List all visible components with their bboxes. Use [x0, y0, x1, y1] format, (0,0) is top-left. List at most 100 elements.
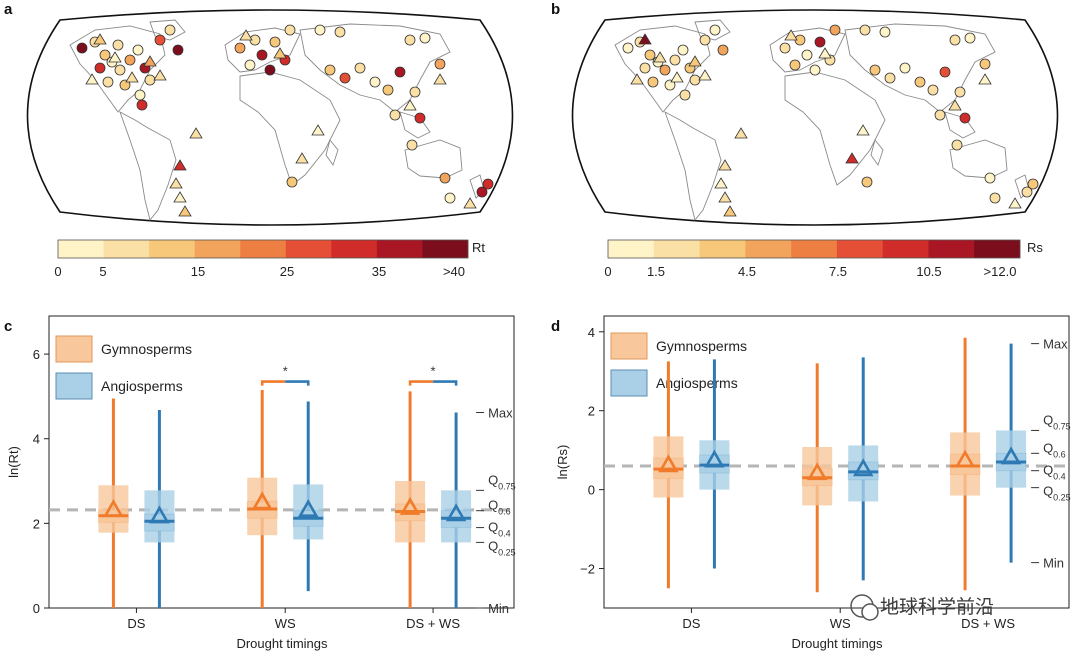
- c-mean-1-0: [149, 505, 170, 524]
- c-sig-star-1: *: [431, 364, 436, 379]
- colorbar-b-swatch-3: [745, 240, 792, 258]
- legend-d: Gymnosperms Angiosperms: [610, 332, 747, 397]
- legend-d-angio-swatch: [610, 369, 648, 397]
- colorbar-a-tick-2: 15: [191, 264, 205, 279]
- ylabel-d: ln(Rs): [555, 445, 570, 480]
- colorbar-b-swatch-7: [928, 240, 975, 258]
- legend-c-angio-swatch: [55, 372, 93, 400]
- colorbar-a-swatch-2: [149, 240, 195, 258]
- boxplot-d: Gymnosperms Angiosperms ln(Rs) Drought t…: [555, 315, 1071, 651]
- c-annot-q25: Q: [488, 538, 498, 553]
- colorbar-b-swatch-2: [699, 240, 746, 258]
- c-sig-bracket-right-1: [433, 380, 458, 386]
- panel-b-letter: b: [551, 1, 560, 18]
- d-annot-q4-sub: 0.4: [1053, 472, 1066, 482]
- legend-d-angio-label: Angiosperms: [656, 375, 738, 391]
- boxplot-c: Gymnosperms Angiosperms ln(Rt) Drought t…: [6, 315, 516, 651]
- c-xtick-label-0: DS: [127, 616, 145, 631]
- panel-c-letter: c: [4, 318, 12, 335]
- c-annot-q75-sub: 0.75: [498, 481, 516, 491]
- colorbar-a-tick-0: 0: [54, 264, 61, 279]
- colorbar-a-swatch-1: [103, 240, 150, 258]
- map-a-sites: [76, 24, 494, 217]
- map-b: [571, 9, 1059, 226]
- colorbar-b-outline: [607, 239, 1021, 259]
- colorbar-b-tick-4: 10.5: [916, 264, 941, 279]
- d-xtick-label-0: DS: [682, 616, 700, 631]
- colorbar-a-swatch-4: [240, 240, 287, 258]
- c-annot-min: Min: [488, 601, 509, 616]
- map-b-sites: [622, 24, 1039, 217]
- c-annot-q25-sub: 0.25: [498, 547, 516, 557]
- colorbar-a-tick-5: >40: [443, 264, 465, 279]
- c-ytick-label-2: 4: [33, 432, 40, 447]
- colorbar-a-swatches: [57, 239, 469, 259]
- colorbar-a-label: Rt: [472, 240, 485, 255]
- d-annot-q6: Q: [1043, 440, 1053, 455]
- d-annot-q25: Q: [1043, 484, 1053, 499]
- colorbar-b: Rs 0 1.5 4.5 7.5 10.5 >12.0: [604, 239, 1043, 279]
- plot-d-frame: [603, 315, 1070, 609]
- colorbar-b-tick-0: 0: [604, 264, 611, 279]
- c-annot-max: Max: [488, 405, 513, 420]
- colorbar-a-tick-1: 5: [99, 264, 106, 279]
- d-mean-0-2: [954, 449, 976, 468]
- d-ytick-label-1: 0: [588, 483, 595, 498]
- d-annot-q25-sub: 0.25: [1053, 493, 1071, 503]
- c-xtick-label-1: WS: [275, 616, 296, 631]
- c-sig-bracket-left-0: [260, 380, 286, 386]
- colorbar-b-tick-2: 4.5: [738, 264, 756, 279]
- d-ytick-label-3: 4: [588, 325, 595, 340]
- ylabel-c: ln(Rt): [6, 446, 21, 478]
- plot-c-frame: [48, 315, 515, 609]
- c-annot-q75: Q: [488, 472, 498, 487]
- d-ytick-label-2: 2: [588, 404, 595, 419]
- colorbar-a-swatch-8: [422, 240, 469, 258]
- c-annot-q6: Q: [488, 498, 498, 513]
- c-sig-bracket-left-1: [408, 380, 434, 386]
- d-xtick-label-1: WS: [830, 616, 851, 631]
- d-annot-q75: Q: [1043, 412, 1053, 427]
- colorbar-a-swatch-5: [285, 240, 332, 258]
- colorbar-b-label: Rs: [1027, 240, 1043, 255]
- legend-c-gymno-swatch: [55, 335, 93, 363]
- colorbar-b-swatch-0: [608, 240, 655, 258]
- legend-c-angio-label: Angiosperms: [101, 378, 183, 394]
- colorbar-a-swatch-7: [376, 240, 423, 258]
- c-mean-0-1: [251, 491, 273, 510]
- d-annot-q75-sub: 0.75: [1053, 421, 1071, 431]
- colorbar-a-tick-4: 35: [372, 264, 386, 279]
- c-annot-q6-sub: 0.6: [498, 507, 511, 517]
- colorbar-a-swatch-0: [58, 240, 104, 258]
- legend-d-gymno-swatch: [610, 332, 648, 360]
- c-annot-q4: Q: [488, 520, 498, 535]
- panel-a-letter: a: [4, 1, 13, 18]
- map-a: [26, 9, 514, 226]
- c-box-outer-0-0: [98, 485, 129, 533]
- c-sig-star-0: *: [283, 364, 288, 379]
- colorbar-b-swatch-6: [882, 240, 929, 258]
- colorbar-b-swatch-4: [791, 240, 838, 258]
- colorbar-b-swatch-5: [836, 240, 883, 258]
- watermark: 地球科学前沿: [850, 594, 994, 621]
- legend-c-gymno-label: Gymnosperms: [101, 341, 192, 357]
- colorbar-b-tick-3: 7.5: [829, 264, 847, 279]
- d-annot-q4: Q: [1043, 463, 1053, 478]
- xlabel-c: Drought timings: [236, 636, 328, 651]
- watermark-icon-inner: [861, 603, 879, 621]
- d-box-inner-0-2: [949, 453, 981, 476]
- colorbar-a-outline: [57, 239, 469, 259]
- c-ytick-label-0: 0: [33, 601, 40, 616]
- colorbar-b-swatch-1: [653, 240, 700, 258]
- d-mean-1-1: [852, 458, 874, 477]
- colorbar-b-swatches: [607, 239, 1021, 259]
- c-mean-1-2: [445, 503, 467, 522]
- colorbar-a: Rt 0 5 15 25 35 >40: [54, 239, 485, 279]
- c-mean-0-0: [103, 499, 124, 517]
- colorbar-a-tick-3: 25: [280, 264, 294, 279]
- c-annot-q4-sub: 0.4: [498, 529, 511, 539]
- c-sig-bracket-right-0: [285, 380, 310, 386]
- d-mean-1-2: [1000, 446, 1022, 465]
- legend-c: Gymnosperms Angiosperms: [55, 335, 192, 400]
